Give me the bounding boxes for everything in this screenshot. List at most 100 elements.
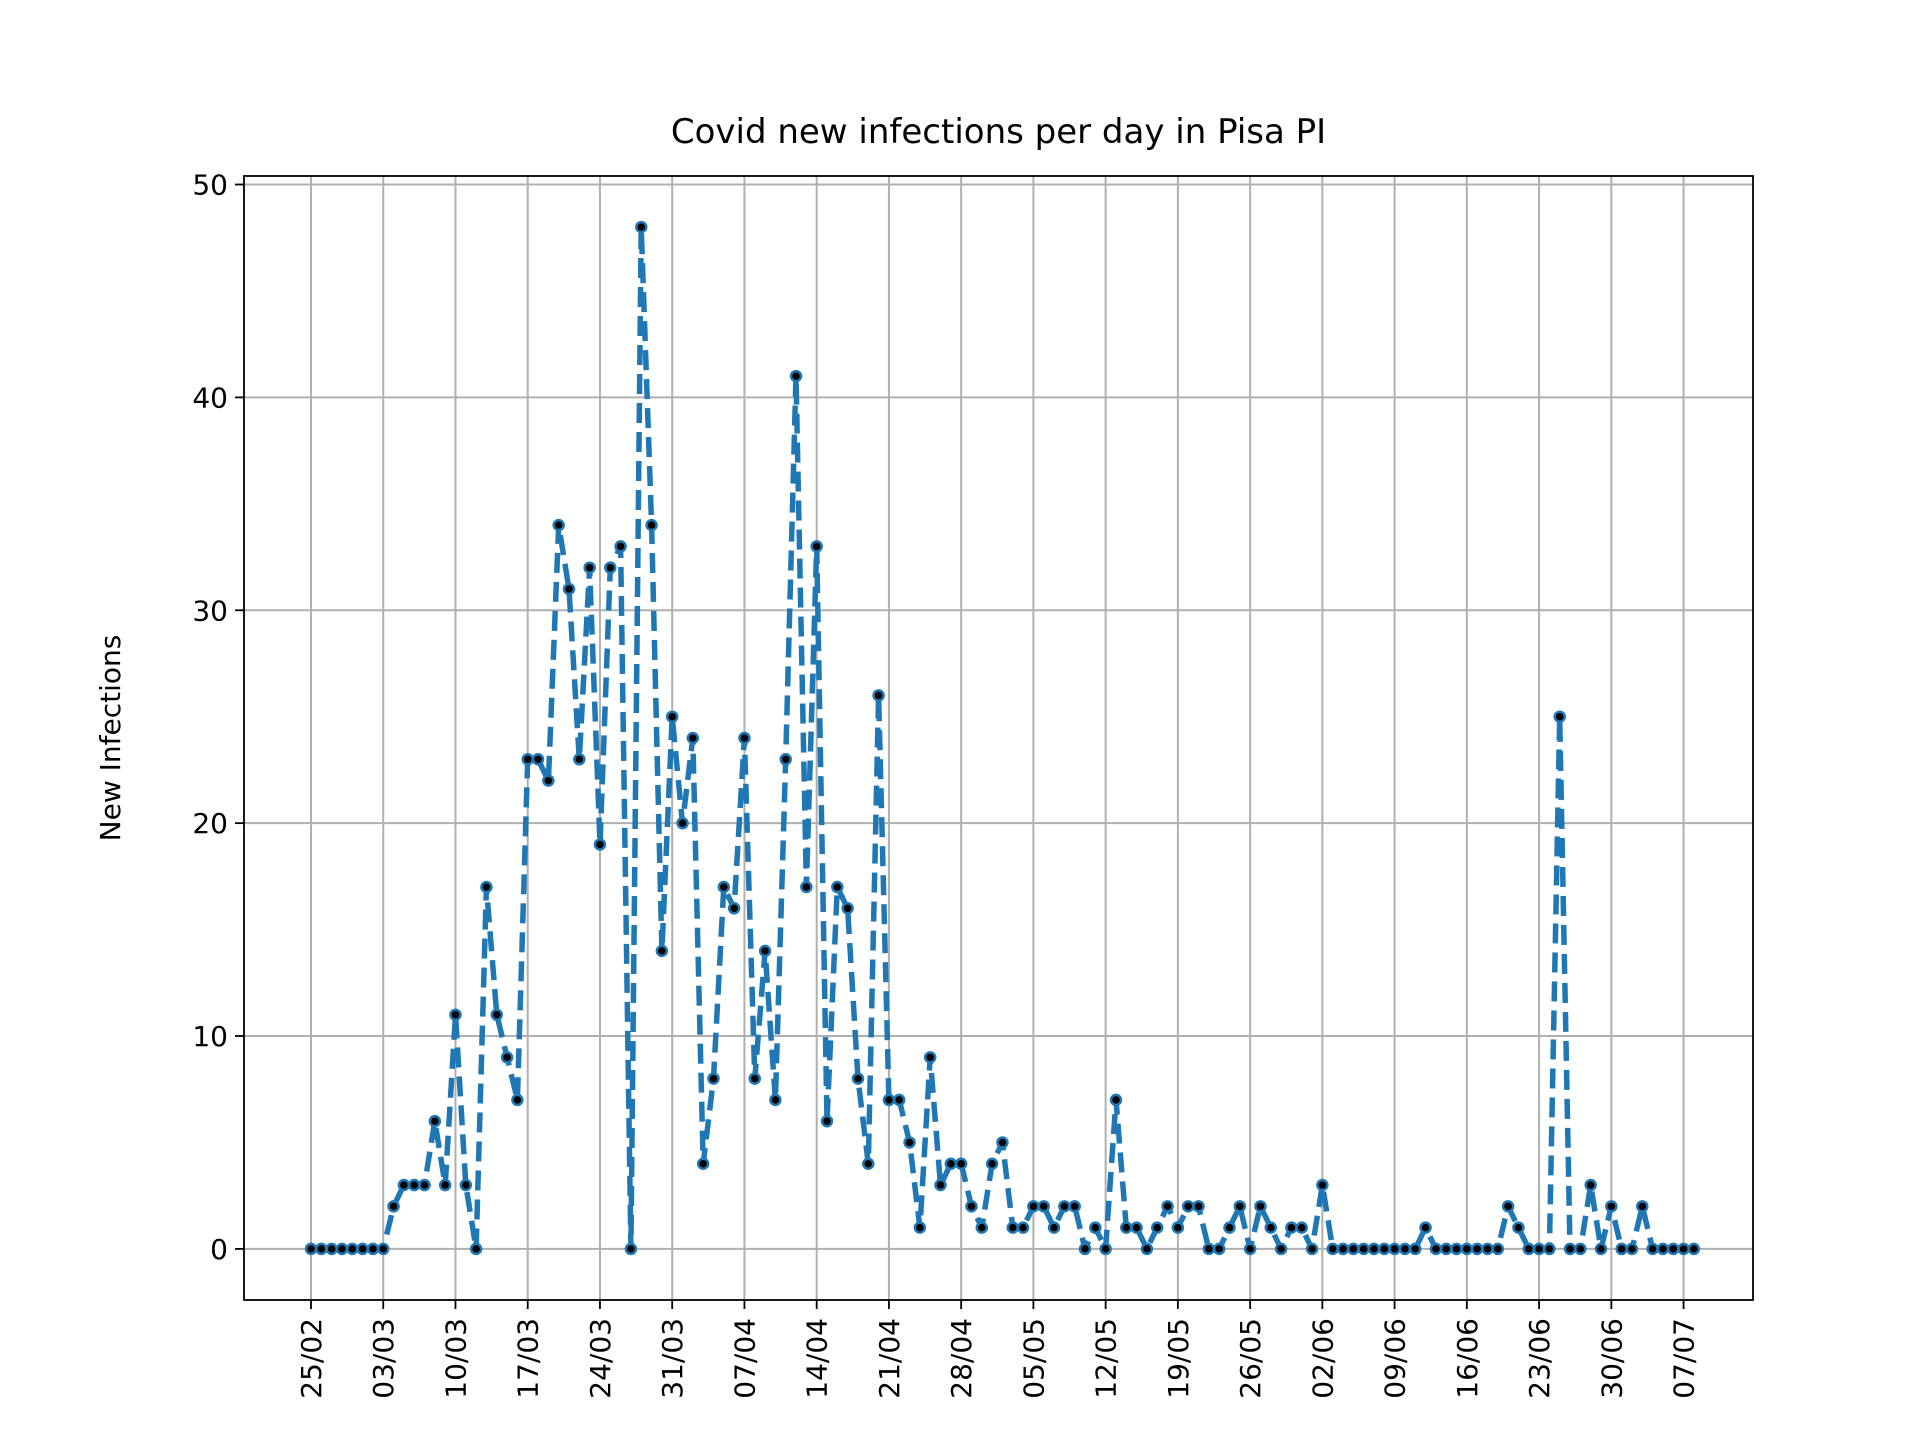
data-point [438, 1178, 452, 1192]
data-point [1615, 1242, 1628, 1256]
data-point [1439, 1242, 1453, 1256]
data-point [552, 518, 565, 532]
x-tick-label: 17/03 [512, 1318, 545, 1399]
data-point [1140, 1242, 1154, 1256]
data-point [707, 1072, 720, 1085]
data-point [1274, 1242, 1288, 1256]
data-point [325, 1242, 338, 1256]
data-point [1605, 1200, 1618, 1213]
data-point [1316, 1178, 1329, 1192]
x-tick-label: 14/04 [801, 1318, 834, 1399]
data-point [1181, 1200, 1195, 1213]
data-point [1543, 1242, 1556, 1256]
data-point [975, 1221, 989, 1234]
data-point [356, 1242, 369, 1256]
data-point [1037, 1200, 1050, 1213]
data-point [1295, 1221, 1308, 1234]
data-point [583, 561, 596, 574]
data-point [1285, 1221, 1298, 1234]
data-point [676, 816, 689, 830]
data-point [1656, 1242, 1670, 1256]
data-point [304, 1242, 318, 1256]
data-point [1687, 1242, 1701, 1256]
data-point [923, 1051, 937, 1064]
data-point [1006, 1221, 1020, 1234]
data-point [1563, 1242, 1577, 1256]
data-point [1336, 1242, 1350, 1256]
data-point [862, 1157, 875, 1171]
data-point [696, 1157, 710, 1171]
data-point [1078, 1242, 1092, 1256]
data-point [1584, 1178, 1597, 1192]
data-point [407, 1178, 421, 1192]
data-point [459, 1178, 473, 1192]
data-point [1398, 1242, 1412, 1256]
x-tick-label: 21/04 [873, 1318, 906, 1399]
data-point [1016, 1221, 1030, 1234]
x-tick-label: 07/04 [728, 1318, 761, 1399]
data-point [1491, 1242, 1505, 1256]
data-point [562, 582, 576, 596]
data-point [758, 944, 772, 958]
data-point [1419, 1221, 1432, 1234]
data-point [1243, 1242, 1257, 1256]
x-tick-label: 19/05 [1162, 1318, 1195, 1399]
data-point [1532, 1242, 1546, 1256]
data-point [1212, 1242, 1226, 1256]
x-tick-label: 10/03 [439, 1318, 472, 1399]
data-point [892, 1093, 906, 1107]
data-point [841, 902, 854, 915]
data-point [604, 561, 617, 574]
x-tick-label: 07/07 [1668, 1318, 1701, 1399]
data-point [810, 540, 823, 553]
data-point [1120, 1221, 1133, 1234]
data-point [1254, 1200, 1267, 1213]
data-point [831, 880, 844, 894]
data-point [800, 880, 813, 894]
data-point [1192, 1200, 1205, 1213]
data-point [387, 1200, 400, 1213]
data-point [511, 1093, 524, 1107]
data-point [542, 774, 555, 787]
x-tick-label: 31/03 [656, 1318, 689, 1399]
data-point [1347, 1242, 1360, 1256]
data-point [469, 1242, 483, 1256]
data-point [1367, 1242, 1381, 1256]
x-tick-label: 25/02 [295, 1318, 328, 1399]
data-point [1429, 1242, 1443, 1256]
x-tick-label: 03/03 [367, 1318, 400, 1399]
x-tick-label: 02/06 [1306, 1318, 1339, 1399]
y-tick-label: 0 [210, 1233, 228, 1266]
data-point [1522, 1242, 1536, 1256]
x-tick-label: 05/05 [1017, 1318, 1050, 1399]
data-point [1357, 1242, 1370, 1256]
x-tick-label: 30/06 [1595, 1318, 1628, 1399]
x-tick-label: 09/06 [1379, 1318, 1412, 1399]
data-point [1202, 1242, 1216, 1256]
data-point [738, 731, 751, 745]
data-point [1470, 1242, 1484, 1256]
data-point [851, 1072, 865, 1085]
data-point [1512, 1221, 1525, 1234]
data-point [376, 1242, 390, 1256]
data-point [346, 1242, 359, 1256]
data-point [1089, 1221, 1102, 1234]
data-point [944, 1157, 958, 1171]
data-point [769, 1093, 782, 1107]
data-point [1666, 1242, 1680, 1256]
data-point [624, 1242, 638, 1256]
data-point [1233, 1200, 1247, 1213]
data-point [1574, 1242, 1587, 1256]
data-point [1481, 1242, 1494, 1256]
y-tick-label: 40 [192, 381, 228, 414]
data-point [1450, 1242, 1463, 1256]
data-point [1553, 710, 1566, 723]
data-point [335, 1242, 349, 1256]
data-point [1161, 1200, 1174, 1213]
data-point [1027, 1200, 1040, 1213]
data-point [1305, 1242, 1319, 1256]
data-point [1171, 1221, 1185, 1234]
data-point [903, 1136, 916, 1149]
y-tick-label: 30 [192, 594, 228, 627]
